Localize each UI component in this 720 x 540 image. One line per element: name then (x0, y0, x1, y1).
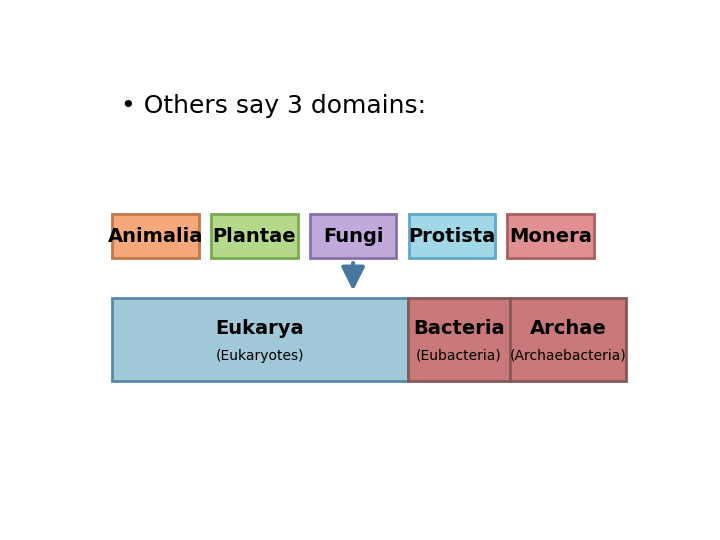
Text: (Eukaryotes): (Eukaryotes) (216, 349, 304, 363)
FancyBboxPatch shape (408, 298, 510, 381)
Text: • Others say 3 domains:: • Others say 3 domains: (121, 94, 426, 118)
Text: Fungi: Fungi (323, 227, 383, 246)
FancyBboxPatch shape (112, 298, 408, 381)
Text: Plantae: Plantae (212, 227, 296, 246)
FancyBboxPatch shape (310, 214, 396, 258)
FancyBboxPatch shape (211, 214, 297, 258)
Text: Animalia: Animalia (108, 227, 203, 246)
Text: Monera: Monera (509, 227, 592, 246)
FancyBboxPatch shape (409, 214, 495, 258)
Text: (Eubacteria): (Eubacteria) (416, 349, 502, 363)
Text: Archae: Archae (529, 319, 606, 338)
Text: (Archaebacteria): (Archaebacteria) (510, 349, 626, 363)
FancyBboxPatch shape (510, 298, 626, 381)
Text: Eukarya: Eukarya (215, 319, 305, 338)
FancyBboxPatch shape (112, 214, 199, 258)
Text: Protista: Protista (408, 227, 495, 246)
FancyBboxPatch shape (508, 214, 594, 258)
Text: Bacteria: Bacteria (413, 319, 505, 338)
